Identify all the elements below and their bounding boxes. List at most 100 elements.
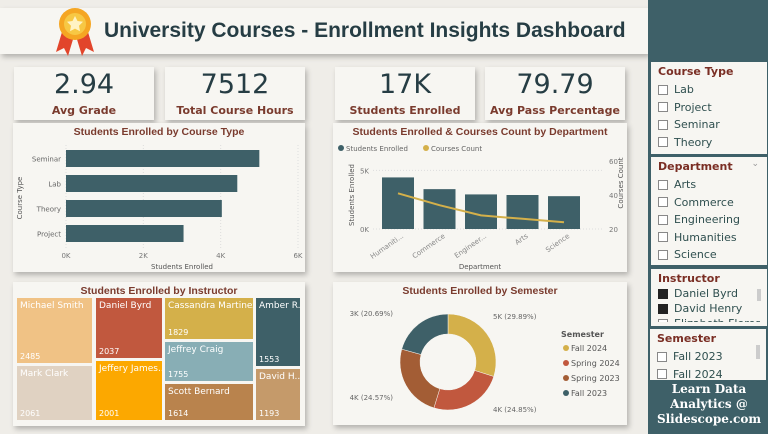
treemap-tile[interactable]: Jeffery James... 2001 [95, 360, 163, 421]
checkbox[interactable] [658, 137, 668, 148]
promo-text[interactable]: Learn Data Analytics @ Slidescope.com [652, 382, 766, 427]
scrollbar[interactable] [756, 345, 760, 359]
x-axis-label: Department [459, 263, 502, 271]
checkbox[interactable] [657, 351, 667, 362]
tile-label: Daniel Byrd [99, 301, 152, 311]
scrollbar[interactable] [757, 289, 761, 301]
slicer-department: Department ⌄ Arts Commerce Engineering Humani… [651, 157, 767, 265]
slicer-option[interactable]: Commerce [658, 194, 760, 212]
option-label: Fall 2024 [673, 367, 723, 380]
slicer-option[interactable]: Arts [658, 176, 760, 194]
legend-marker [563, 390, 569, 396]
slicer-title: Instructor [658, 272, 720, 285]
legend-label: Fall 2024 [571, 344, 607, 353]
kpi-students-enrolled: 17K Students Enrolled [335, 67, 475, 120]
treemap-tile[interactable]: Mark Clark 2061 [16, 365, 93, 421]
checkbox[interactable] [657, 369, 667, 380]
instructor-option-list[interactable]: Daniel Byrd David Henry Elizabeth Flores [658, 286, 760, 322]
promo-line: Analytics @ [670, 397, 748, 411]
option-label: Elizabeth Flores [674, 317, 760, 322]
slicer-title: Semester [657, 332, 716, 345]
donut-slice [399, 348, 441, 409]
kpi-avg-pass-percentage: 79.79 Avg Pass Percentage [485, 67, 625, 120]
slicer-title: Course Type [658, 65, 734, 78]
y2-tick-label: 20 [609, 226, 618, 234]
tile-label: Amber R... [259, 301, 301, 311]
treemap-tile[interactable]: Scott Bernard 1614 [164, 383, 254, 421]
kpi-value: 2.94 [53, 69, 115, 100]
donut-slice [433, 370, 495, 411]
tile-value: 2061 [20, 409, 41, 418]
treemap-tile[interactable]: Jeffrey Craig 1755 [164, 341, 254, 382]
slicer-option[interactable]: Theory [658, 134, 760, 152]
legend-marker [563, 375, 569, 381]
legend-label: Courses Count [431, 145, 482, 153]
x-tick-label: Humaniti... [369, 232, 405, 261]
slicer-option[interactable]: Elizabeth Flores [658, 316, 760, 322]
checkbox[interactable] [658, 197, 668, 208]
tile-value: 2037 [99, 347, 120, 356]
tile-label: David H... [259, 372, 301, 382]
page-title: University Courses - Enrollment Insights… [104, 19, 626, 42]
option-label: Science [674, 248, 717, 262]
bar [465, 194, 497, 229]
slicer-course-type: Course Type Lab Project Seminar Theory [651, 62, 767, 154]
donut-slice [401, 313, 449, 355]
checkbox[interactable] [658, 119, 668, 130]
legend-marker [338, 145, 344, 151]
checkbox[interactable] [658, 102, 668, 113]
option-label: Humanities [674, 230, 737, 244]
treemap-tile[interactable]: Daniel Byrd 2037 [95, 297, 163, 359]
bar [66, 175, 238, 192]
tile-label: Mark Clark [20, 369, 69, 379]
checkbox[interactable] [658, 288, 668, 299]
checkbox[interactable] [658, 214, 668, 225]
slicer-option[interactable]: David Henry [658, 301, 760, 316]
tile-label: Michael Smith [20, 301, 84, 311]
tile-value: 1829 [168, 328, 189, 337]
option-label: Theory [674, 135, 713, 149]
legend-marker [423, 145, 429, 151]
filter-sidebar: Course Type Lab Project Seminar Theory Depar… [648, 0, 768, 434]
slicer-option[interactable]: Fall 2023 [657, 348, 759, 366]
checkbox[interactable] [658, 318, 668, 322]
treemap-tile[interactable]: Michael Smith 2485 [16, 297, 93, 364]
bar [382, 177, 414, 229]
treemap-tile[interactable]: Amber R... 1553 [255, 297, 301, 367]
slicer-option[interactable]: Project [658, 99, 760, 117]
slicer-option[interactable]: Humanities [658, 229, 760, 247]
slicer-option[interactable]: Seminar [658, 116, 760, 134]
chevron-down-icon[interactable]: ⌄ [751, 159, 759, 169]
x-tick-label: Engineer... [453, 232, 488, 260]
slicer-option[interactable]: Lab [658, 81, 760, 99]
kpi-label: Avg Pass Percentage [490, 104, 620, 117]
option-label: David Henry [674, 302, 743, 315]
y-tick-label: Lab [48, 181, 61, 189]
promo-line: Learn Data [671, 382, 747, 396]
y-axis-label: Course Type [16, 177, 24, 220]
legend-label: Fall 2023 [571, 389, 607, 398]
semester-donut-chart: 5K (29.89%) Fall 2024 4K (24.85%) Spring 20… [350, 310, 620, 414]
tile-value: 1193 [259, 409, 280, 418]
slicer-option[interactable]: Science [658, 246, 760, 264]
checkbox[interactable] [658, 303, 668, 314]
chart-title: Students Enrolled by Semester [402, 285, 558, 297]
bar [506, 195, 539, 229]
treemap-tile[interactable]: David H... 1193 [255, 368, 301, 421]
option-label: Fall 2023 [673, 350, 723, 364]
promo-line: Slidescope.com [656, 412, 762, 426]
tile-value: 2485 [20, 352, 41, 361]
kpi-total-course-hours: 7512 Total Course Hours [165, 67, 305, 120]
course-type-chart: Students Enrolled by Course Type 0K 2K 4K 6… [13, 123, 305, 272]
medal-icon [56, 8, 94, 56]
slicer-option[interactable]: Daniel Byrd [658, 286, 760, 301]
slicer-option[interactable]: Fall 2024 [657, 366, 759, 380]
line-series [397, 192, 565, 224]
checkbox[interactable] [658, 232, 668, 243]
treemap-tile[interactable]: Cassandra Martinez 1829 [164, 297, 254, 340]
checkbox[interactable] [658, 84, 668, 95]
data-label: 5K (29.89%) [493, 313, 537, 321]
checkbox[interactable] [658, 249, 668, 260]
slicer-option[interactable]: Engineering [658, 211, 760, 229]
checkbox[interactable] [658, 179, 668, 190]
